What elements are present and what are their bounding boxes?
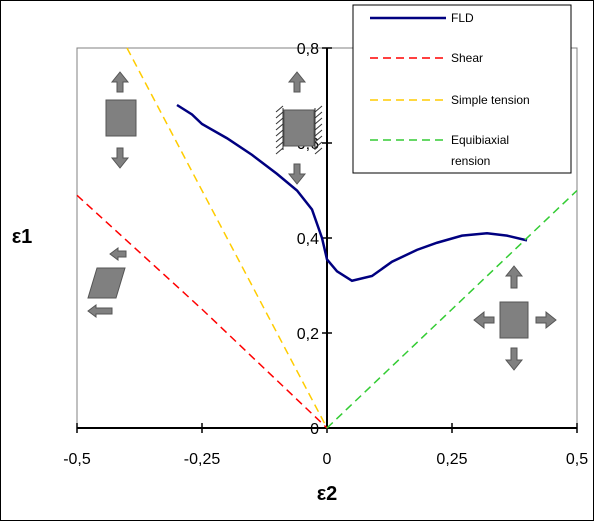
legend-label: Equibiaxial [451, 133, 509, 147]
legend-label: Shear [451, 51, 483, 65]
x-tick-label: -0,25 [184, 451, 221, 468]
series-line-shear [76, 194, 328, 429]
series-line-equibiaxial-rension [326, 189, 578, 429]
legend-box [352, 4, 572, 174]
vertical-arrows-block-icon [105, 71, 137, 169]
legend-label: FLD [451, 11, 474, 25]
shear-parallelogram-icon [87, 247, 127, 318]
legend: FLD Shear Simple tension Equibiaxial rension [352, 4, 572, 174]
y-tick-label: 0 [310, 421, 319, 438]
x-tick-label: 0,25 [436, 451, 467, 468]
x-tick-label: 0 [323, 451, 332, 468]
four-arrows-block-icon [473, 265, 557, 371]
y-tick-label: 0,2 [297, 326, 319, 343]
x-tick-label: 0,5 [566, 451, 588, 468]
y-tick-label: 0,4 [297, 231, 319, 248]
clamped-block-icon [275, 71, 323, 185]
y-tick-label: 0,8 [297, 41, 319, 58]
legend-label: Simple tension [451, 93, 530, 107]
x-tick-label: -0,5 [63, 451, 91, 468]
series-line-fld [176, 103, 528, 283]
x-axis-title: ε2 [317, 483, 338, 505]
legend-label: rension [451, 154, 490, 168]
series-group [76, 47, 578, 429]
series-line-simple-tension [126, 47, 328, 429]
y-axis-title: ε1 [12, 226, 33, 248]
